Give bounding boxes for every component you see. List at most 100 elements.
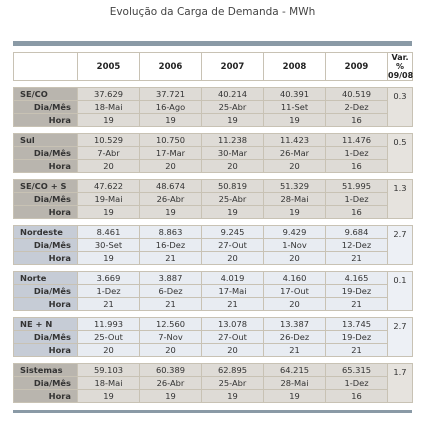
group-label: Sul bbox=[13, 133, 78, 147]
date-cell: 27-Out bbox=[201, 238, 264, 252]
group-label: NE + N bbox=[13, 317, 78, 331]
sub-label: Dia/Mês bbox=[13, 238, 78, 252]
gap-cell bbox=[77, 356, 140, 364]
value-cell: 48.674 bbox=[139, 179, 202, 193]
group-label: Sistemas bbox=[13, 363, 78, 377]
hour-cell: 20 bbox=[139, 343, 202, 357]
gap-cell bbox=[201, 310, 264, 318]
demand-table: 2005 2006 2007 2008 2009 Var. % 09/08 SE… bbox=[13, 52, 413, 403]
header-blank bbox=[13, 52, 78, 81]
hour-cell: 20 bbox=[263, 251, 326, 265]
gap-cell bbox=[263, 264, 326, 272]
value-cell: 59.103 bbox=[77, 363, 140, 377]
hour-cell: 19 bbox=[139, 113, 202, 127]
table-row: Dia/Mês 18-Mai 26-Abr 25-Abr 28-Mai 1-Dez bbox=[13, 376, 413, 390]
hour-cell: 20 bbox=[139, 159, 202, 173]
gap-cell bbox=[77, 264, 140, 272]
hour-cell: 19 bbox=[77, 205, 140, 219]
var-cell: 0.1 bbox=[387, 271, 413, 311]
gap-cell bbox=[263, 80, 326, 88]
value-cell: 65.315 bbox=[325, 363, 388, 377]
hour-cell: 20 bbox=[201, 159, 264, 173]
hour-cell: 21 bbox=[325, 251, 388, 265]
gap-cell bbox=[201, 126, 264, 134]
value-cell: 64.215 bbox=[263, 363, 326, 377]
sub-label: Dia/Mês bbox=[13, 146, 78, 160]
gap-cell bbox=[139, 218, 202, 226]
header-var-line1: Var. % bbox=[391, 53, 409, 71]
value-cell: 4.019 bbox=[201, 271, 264, 285]
date-cell: 28-Mai bbox=[263, 192, 326, 206]
group-label: Nordeste bbox=[13, 225, 78, 239]
table-row: Sul 10.529 10.750 11.238 11.423 11.476 0.5 bbox=[13, 133, 413, 173]
table-row: Nordeste 8.461 8.863 9.245 9.429 9.684 2.7 bbox=[13, 225, 413, 265]
date-cell: 30-Mar bbox=[201, 146, 264, 160]
gap-cell bbox=[77, 218, 140, 226]
date-cell: 1-Dez bbox=[77, 284, 140, 298]
sub-label: Hora bbox=[13, 251, 78, 265]
date-cell: 1-Dez bbox=[325, 376, 388, 390]
hour-cell: 21 bbox=[139, 251, 202, 265]
date-cell: 26-Mar bbox=[263, 146, 326, 160]
hour-cell: 19 bbox=[139, 389, 202, 403]
date-cell: 17-Mar bbox=[139, 146, 202, 160]
hour-cell: 21 bbox=[201, 297, 264, 311]
hour-cell: 19 bbox=[77, 389, 140, 403]
gap-cell bbox=[201, 218, 264, 226]
table-row: Hora 19 19 19 19 16 bbox=[13, 113, 413, 127]
table-row: Norte 3.669 3.887 4.019 4.160 4.165 0.1 bbox=[13, 271, 413, 311]
value-cell: 40.214 bbox=[201, 87, 264, 101]
gap-cell bbox=[387, 218, 413, 226]
hour-cell: 20 bbox=[201, 251, 264, 265]
hour-cell: 16 bbox=[325, 205, 388, 219]
hour-cell: 19 bbox=[263, 113, 326, 127]
var-cell: 2.7 bbox=[387, 317, 413, 357]
gap-cell bbox=[325, 126, 388, 134]
gap-cell bbox=[325, 80, 388, 88]
value-cell: 51.329 bbox=[263, 179, 326, 193]
hour-cell: 19 bbox=[201, 389, 264, 403]
value-cell: 4.160 bbox=[263, 271, 326, 285]
table-row: Hora 20 20 20 20 16 bbox=[13, 159, 413, 173]
table-row: Dia/Mês 18-Mai 16-Ago 25-Abr 11-Set 2-Dez bbox=[13, 100, 413, 114]
date-cell: 28-Mai bbox=[263, 376, 326, 390]
gap-cell bbox=[77, 80, 140, 88]
value-cell: 13.078 bbox=[201, 317, 264, 331]
top-rule bbox=[13, 41, 412, 46]
hour-cell: 21 bbox=[325, 343, 388, 357]
value-cell: 40.519 bbox=[325, 87, 388, 101]
sub-label: Hora bbox=[13, 389, 78, 403]
value-cell: 37.629 bbox=[77, 87, 140, 101]
gap-cell bbox=[387, 126, 413, 134]
gap-cell bbox=[325, 172, 388, 180]
date-cell: 17-Out bbox=[263, 284, 326, 298]
header-var: Var. % 09/08 bbox=[387, 52, 413, 81]
value-cell: 13.745 bbox=[325, 317, 388, 331]
table-row: Hora 20 20 20 21 21 bbox=[13, 343, 413, 357]
gap-cell bbox=[387, 356, 413, 364]
gap-cell bbox=[77, 310, 140, 318]
table-row: NE + N 11.993 12.560 13.078 13.387 13.745 2.7 bbox=[13, 317, 413, 357]
value-cell: 9.245 bbox=[201, 225, 264, 239]
value-cell: 50.819 bbox=[201, 179, 264, 193]
hour-cell: 19 bbox=[263, 389, 326, 403]
gap-cell bbox=[325, 310, 388, 318]
hour-cell: 20 bbox=[77, 159, 140, 173]
gap-cell bbox=[139, 172, 202, 180]
hour-cell: 16 bbox=[325, 113, 388, 127]
hour-cell: 21 bbox=[263, 343, 326, 357]
gap-cell bbox=[201, 264, 264, 272]
gap-cell bbox=[139, 80, 202, 88]
value-cell: 12.560 bbox=[139, 317, 202, 331]
var-cell: 1.3 bbox=[387, 179, 413, 219]
hour-cell: 19 bbox=[201, 205, 264, 219]
sub-label: Hora bbox=[13, 205, 78, 219]
gap-cell bbox=[325, 356, 388, 364]
gap-cell bbox=[263, 218, 326, 226]
value-cell: 11.476 bbox=[325, 133, 388, 147]
date-cell: 25-Abr bbox=[201, 192, 264, 206]
date-cell: 27-Out bbox=[201, 330, 264, 344]
var-cell: 2.7 bbox=[387, 225, 413, 265]
date-cell: 6-Dez bbox=[139, 284, 202, 298]
bottom-rule bbox=[13, 410, 412, 413]
